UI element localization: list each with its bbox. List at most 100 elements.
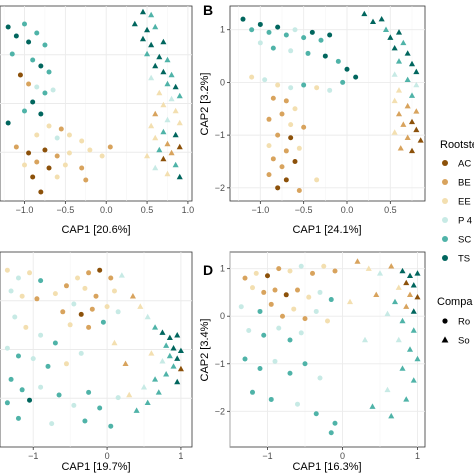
data-point-triangle — [413, 126, 420, 133]
panel-b-ylabel: CAP2 [3.2%] — [199, 73, 211, 136]
panel-b: B −1.0 −0.5 0.0 0.5 −2 −1 0 1 CAP1 [24.1%] CAP… — [199, 2, 426, 236]
data-point-circle — [75, 275, 81, 281]
data-point-triangle — [391, 44, 398, 51]
data-point-triangle — [168, 149, 175, 156]
data-point-triangle — [148, 350, 155, 356]
data-point-circle — [317, 375, 323, 381]
data-point-circle — [257, 40, 263, 46]
data-point-triangle — [399, 365, 406, 371]
x-tick-label: −1 — [28, 451, 38, 461]
x-tick-label: 0.5 — [384, 205, 397, 215]
data-point-triangle — [395, 87, 403, 93]
data-point-triangle — [382, 26, 390, 32]
x-tick-label: −0.5 — [56, 205, 74, 215]
data-point-circle — [321, 263, 327, 269]
data-point-circle — [54, 135, 60, 141]
data-point-triangle — [373, 291, 380, 298]
data-point-circle — [108, 423, 114, 429]
data-point-triangle — [144, 313, 151, 320]
data-point-triangle — [160, 155, 167, 162]
data-point-circle — [287, 370, 293, 376]
data-point-triangle — [164, 80, 171, 87]
y-tick-label: −2 — [215, 406, 225, 416]
data-point-circle — [8, 376, 14, 382]
panel-c-xticks: −1 0 1 — [28, 447, 183, 461]
data-point-circle — [86, 270, 92, 276]
data-point-circle — [318, 37, 324, 43]
data-point-circle — [46, 123, 52, 129]
data-point-circle — [34, 84, 40, 90]
data-point-circle — [86, 324, 92, 330]
data-point-triangle — [177, 365, 184, 372]
data-point-circle — [310, 270, 315, 276]
data-point-circle — [261, 289, 267, 295]
data-point-triangle — [159, 329, 166, 335]
data-point-triangle — [384, 386, 391, 393]
data-point-triangle — [164, 116, 171, 123]
data-point-triangle — [413, 81, 420, 88]
data-point-triangle — [131, 20, 138, 27]
data-point-circle — [327, 87, 333, 93]
data-point-circle — [250, 285, 255, 291]
data-point-circle — [295, 401, 300, 407]
data-point-circle — [60, 309, 66, 315]
legend-label-ac: AC — [458, 159, 471, 170]
data-point-triangle — [395, 336, 402, 343]
data-point-circle — [27, 270, 33, 276]
data-point-triangle — [365, 265, 372, 271]
data-point-triangle — [174, 378, 181, 385]
data-point-circle — [67, 322, 73, 328]
data-point-triangle — [126, 391, 133, 398]
data-point-circle — [86, 389, 92, 395]
data-point-triangle — [417, 137, 424, 143]
data-point-circle — [249, 27, 255, 33]
data-point-circle — [298, 330, 304, 336]
data-point-circle — [38, 332, 44, 338]
data-point-circle — [54, 153, 60, 159]
data-point-circle — [272, 287, 278, 293]
data-point-circle — [50, 87, 56, 93]
data-point-triangle — [378, 15, 385, 22]
x-tick-label: 0.0 — [341, 205, 354, 215]
data-point-triangle — [406, 291, 414, 298]
data-point-triangle — [410, 377, 417, 383]
data-point-triangle — [400, 121, 407, 127]
data-point-circle — [246, 327, 252, 333]
data-point-triangle — [387, 34, 394, 40]
data-point-triangle — [391, 97, 398, 104]
data-point-triangle — [414, 293, 421, 300]
data-point-triangle — [166, 334, 173, 341]
data-point-triangle — [176, 119, 183, 126]
x-tick-label: −1 — [262, 451, 272, 461]
data-point-circle — [335, 58, 341, 64]
y-tick-label: 1 — [220, 25, 225, 35]
data-point-circle — [71, 402, 77, 408]
data-point-circle — [314, 177, 320, 183]
x-tick-label: −1.0 — [16, 205, 34, 215]
data-point-circle — [287, 268, 293, 274]
panel-b-xticks: −1.0 −0.5 0.0 0.5 — [251, 201, 397, 215]
data-point-circle — [42, 42, 48, 48]
data-point-circle — [327, 32, 333, 38]
data-point-circle — [30, 174, 36, 180]
panel-b-label: B — [203, 2, 213, 18]
panel-d-yticks: −2 −1 0 1 — [215, 264, 230, 416]
data-point-circle — [34, 296, 40, 302]
data-point-triangle — [160, 68, 167, 75]
data-point-circle — [288, 85, 294, 91]
data-point-circle — [62, 162, 68, 168]
data-point-triangle — [156, 89, 163, 96]
panel-d: D −1 0 1 −2 −1 0 1 CAP1 [16.3%] CAP2 [3.4%] — [199, 251, 426, 473]
data-point-triangle — [399, 267, 406, 274]
data-point-triangle — [361, 10, 368, 17]
data-point-triangle — [148, 11, 155, 18]
panel-b-points — [240, 10, 424, 193]
data-point-circle — [42, 90, 48, 96]
data-point-circle — [295, 287, 300, 293]
data-point-triangle — [176, 143, 183, 150]
legend-swatch-be — [442, 179, 448, 185]
data-point-circle — [34, 159, 40, 165]
legend-swatch-ts — [442, 255, 448, 261]
panel-d-xticks: −1 0 1 — [262, 447, 420, 461]
data-point-triangle — [388, 412, 395, 419]
